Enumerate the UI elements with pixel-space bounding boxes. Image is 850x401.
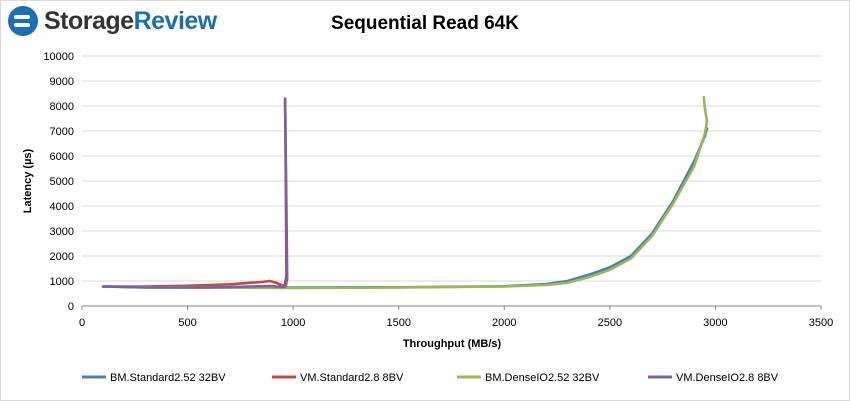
y-tick-label: 7000 <box>50 126 74 138</box>
x-tick-label: 500 <box>178 317 196 329</box>
series-line-4 <box>101 98 289 289</box>
legend-label-1: BM.Standard2.52 32BV <box>110 372 226 384</box>
y-tick-label: 4000 <box>50 201 74 213</box>
y-tick-label: 5000 <box>50 176 74 188</box>
x-tick-label: 2000 <box>492 317 516 329</box>
y-tick-label: 3000 <box>50 226 74 238</box>
y-tick-label: 2000 <box>50 251 74 263</box>
y-tick-label: 8000 <box>50 101 74 113</box>
y-tick-label: 9000 <box>50 76 74 88</box>
logo-text: StorageReview <box>44 6 217 35</box>
x-tick-label: 2500 <box>598 317 622 329</box>
x-tick-label: 0 <box>79 317 85 329</box>
x-axis-label: Throughput (MB/s) <box>403 338 502 350</box>
y-tick-label: 0 <box>68 301 74 313</box>
series-line-2 <box>101 97 288 288</box>
y-tick-label: 6000 <box>50 151 74 163</box>
y-tick-label: 1000 <box>50 276 74 288</box>
chart-title: Sequential Read 64K <box>331 13 519 34</box>
x-tick-label: 3500 <box>809 317 833 329</box>
series-line-3 <box>101 96 709 290</box>
storagereview-logo-icon <box>8 6 38 36</box>
legend-label-2: VM.Standard2.8 8BV <box>300 372 404 384</box>
x-tick-label: 3000 <box>703 317 727 329</box>
y-tick-label: 10000 <box>43 51 74 63</box>
storagereview-logo: StorageReview <box>8 3 217 39</box>
x-tick-label: 1000 <box>281 317 305 329</box>
legend-label-4: VM.DenseIO2.8 8BV <box>676 372 779 384</box>
x-tick-label: 1500 <box>386 317 410 329</box>
series-line-1 <box>101 127 709 289</box>
legend-label-3: BM.DenseIO2.52 32BV <box>485 372 600 384</box>
y-axis-label: Latency (µs) <box>22 148 34 213</box>
